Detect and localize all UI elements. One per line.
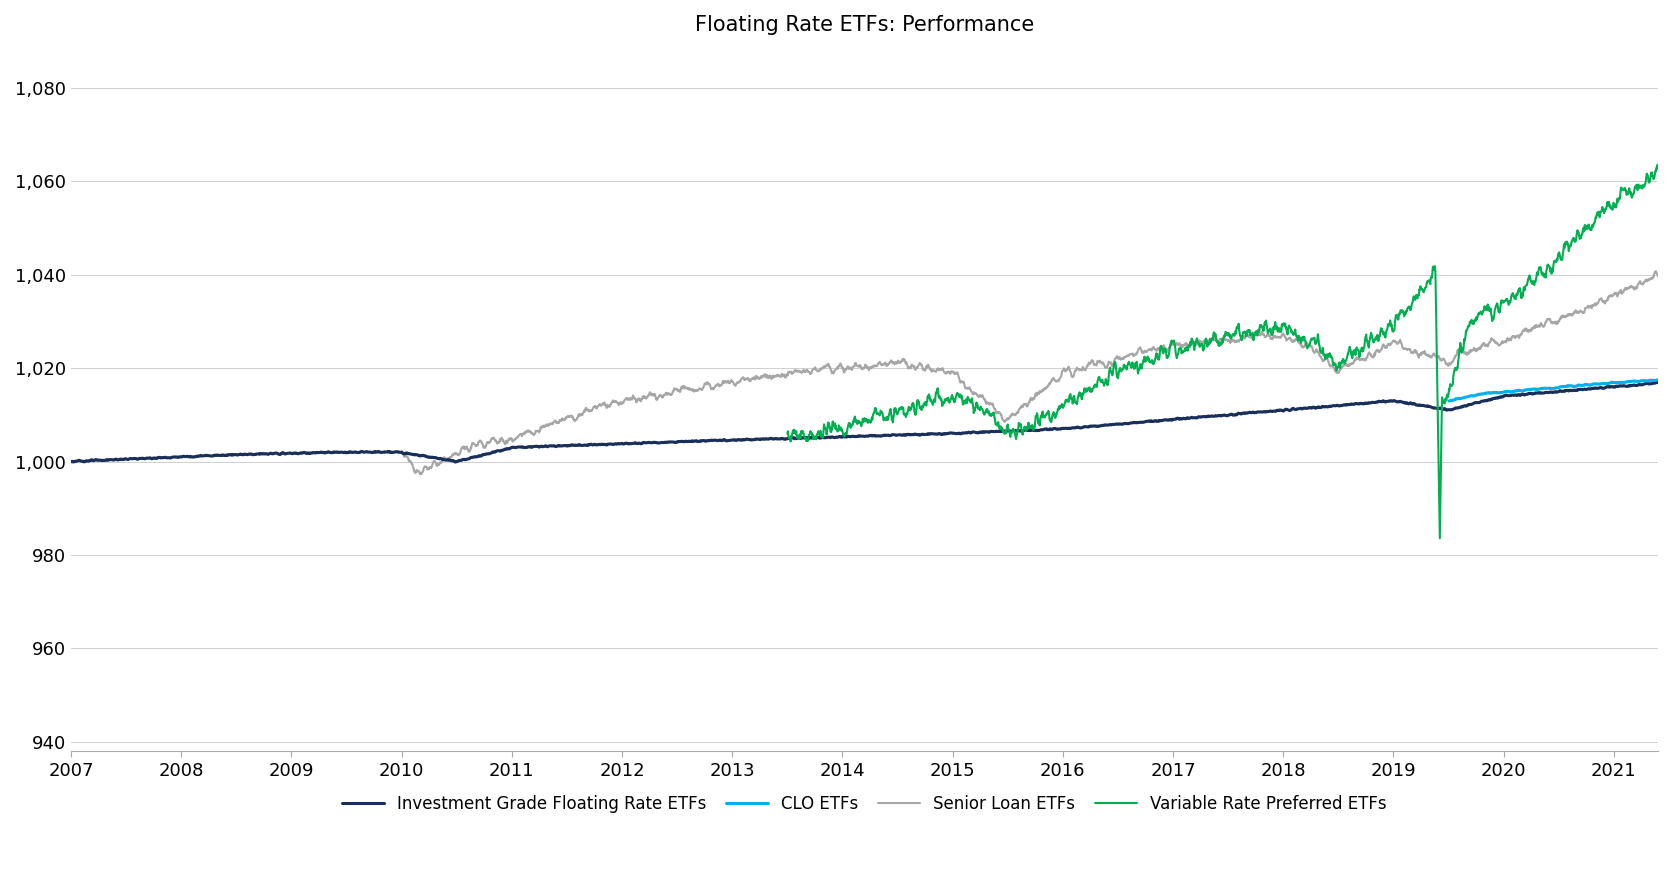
Line: Variable Rate Preferred ETFs: Variable Rate Preferred ETFs bbox=[788, 165, 1660, 538]
Investment Grade Floating Rate ETFs bbox=[1278, 405, 1298, 416]
Variable Rate Preferred ETFs bbox=[1278, 329, 1298, 339]
Investment Grade Floating Rate ETFs bbox=[622, 438, 642, 448]
Senior Loan ETFs bbox=[490, 433, 510, 444]
Senior Loan ETFs bbox=[622, 394, 642, 405]
Investment Grade Floating Rate ETFs bbox=[1648, 377, 1668, 388]
Senior Loan ETFs bbox=[663, 386, 683, 397]
Investment Grade Floating Rate ETFs bbox=[663, 437, 683, 447]
Investment Grade Floating Rate ETFs bbox=[1650, 377, 1670, 388]
Line: CLO ETFs: CLO ETFs bbox=[1449, 379, 1660, 401]
Investment Grade Floating Rate ETFs bbox=[490, 446, 510, 456]
Investment Grade Floating Rate ETFs bbox=[445, 457, 465, 468]
Senior Loan ETFs bbox=[415, 462, 435, 472]
Investment Grade Floating Rate ETFs bbox=[249, 449, 269, 460]
Title: Floating Rate ETFs: Performance: Floating Rate ETFs: Performance bbox=[694, 15, 1034, 35]
Line: Investment Grade Floating Rate ETFs: Investment Grade Floating Rate ETFs bbox=[70, 383, 1660, 462]
Senior Loan ETFs bbox=[1278, 334, 1298, 345]
Investment Grade Floating Rate ETFs bbox=[415, 450, 435, 461]
Investment Grade Floating Rate ETFs bbox=[60, 456, 80, 467]
CLO ETFs bbox=[1650, 374, 1670, 385]
Senior Loan ETFs bbox=[1650, 269, 1670, 280]
Line: Senior Loan ETFs: Senior Loan ETFs bbox=[402, 271, 1660, 474]
Variable Rate Preferred ETFs bbox=[1650, 167, 1670, 178]
Legend: Investment Grade Floating Rate ETFs, CLO ETFs, Senior Loan ETFs, Variable Rate P: Investment Grade Floating Rate ETFs, CLO… bbox=[335, 789, 1394, 820]
